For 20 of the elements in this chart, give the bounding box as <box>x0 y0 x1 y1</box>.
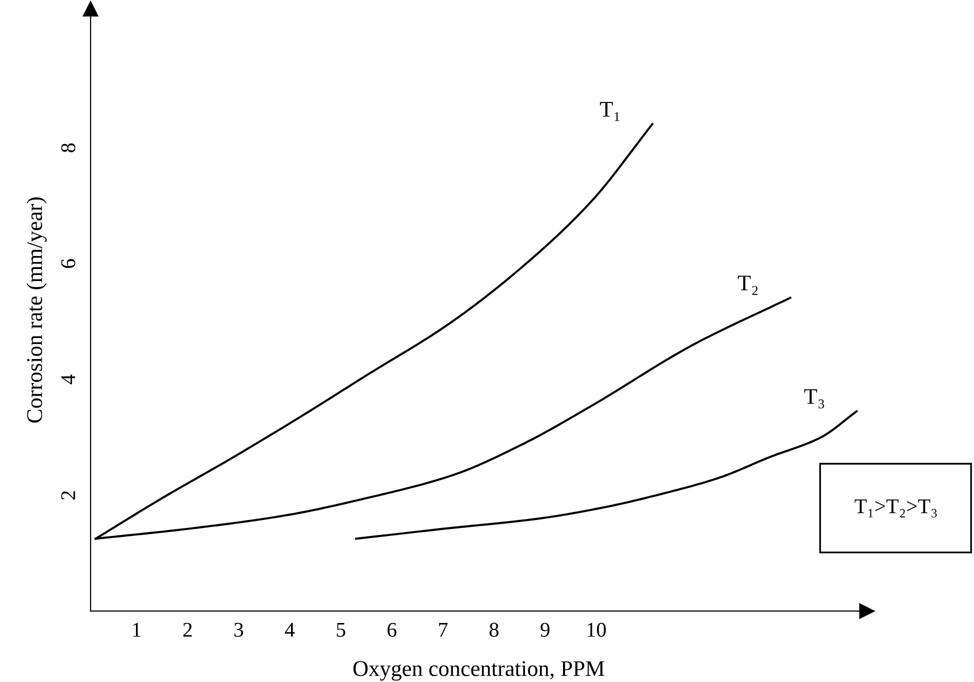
x-tick-label: 8 <box>490 622 498 637</box>
x-tick-label: 5 <box>336 622 346 637</box>
x-tick-label: 6 <box>388 622 396 637</box>
x-tick-label: 1 <box>133 622 141 637</box>
x-tick-label: 3 <box>234 622 244 637</box>
y-tick-label: 8 <box>61 143 76 152</box>
y-axis-title: Corrosion rate (mm/year) <box>26 197 47 423</box>
x-tick-label: 2 <box>183 622 192 637</box>
y-tick-label: 2 <box>61 491 76 500</box>
x-tick-label: 9 <box>540 622 550 637</box>
series-label: T₂ <box>738 276 758 295</box>
x-tick-label: 4 <box>284 622 295 637</box>
y-tick-label: 4 <box>61 374 76 384</box>
x-tick-label: 7 <box>439 622 448 637</box>
annotation: T₁>T₂>T₃ <box>854 499 937 518</box>
x-axis-title: Oxygen concentration, PPM <box>353 661 604 681</box>
y-tick-label: 6 <box>61 259 76 268</box>
x-tick-label: 10 <box>588 622 606 637</box>
series-label: T₁ <box>600 102 620 122</box>
series-label: T₃ <box>804 389 824 408</box>
